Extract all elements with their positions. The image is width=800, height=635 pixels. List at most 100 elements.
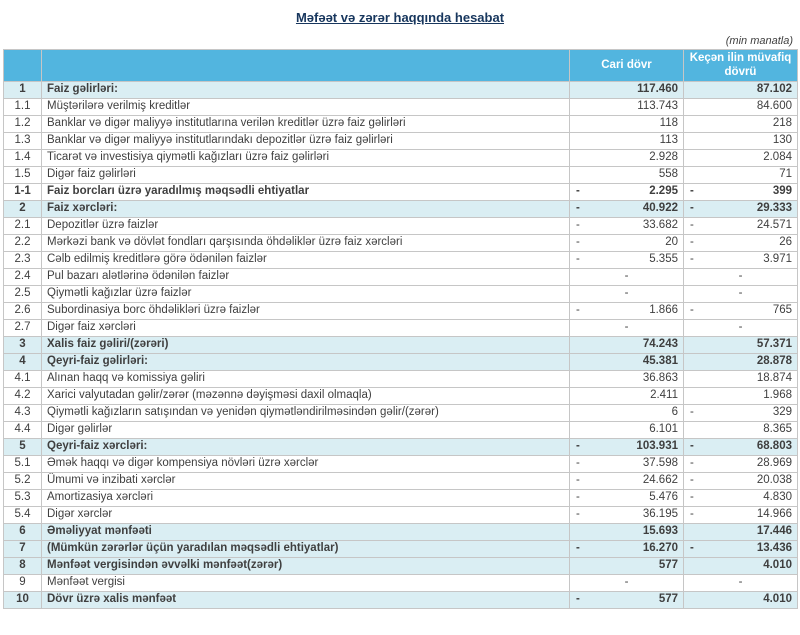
row-label: Faiz xərcləri: <box>41 200 570 218</box>
table-body: 1 Faiz gəlirləri: 117.460 87.102 1.1 Müştəril… <box>3 81 798 609</box>
minus-sign: - <box>576 202 580 214</box>
value-text: 13.436 <box>756 542 792 555</box>
table-row: 3 Xalis faiz gəliri/(zərəri) 74.243 57.371 <box>3 336 798 354</box>
value-text: 4.830 <box>763 491 792 504</box>
value-previous-period: - 24.571 <box>683 217 798 235</box>
row-number: 2.1 <box>3 217 42 235</box>
table-row: 6 Əməliyyat mənfəəti 15.693 17.446 <box>3 523 798 541</box>
row-number: 9 <box>3 574 42 592</box>
row-label: Digər xərclər <box>41 506 570 524</box>
value-previous-period: 8.365 <box>683 421 798 439</box>
row-number: 5.1 <box>3 455 42 473</box>
header-label-cell <box>41 49 570 82</box>
value-previous-period: 4.010 <box>683 557 798 575</box>
minus-sign: - <box>690 236 694 248</box>
value-text: 1.866 <box>649 304 678 317</box>
value-text: 113.743 <box>637 100 678 113</box>
value-text: 558 <box>658 168 678 181</box>
row-number: 2.6 <box>3 302 42 320</box>
value-previous-period: 84.600 <box>683 98 798 116</box>
row-label: Qeyri-faiz gəlirləri: <box>41 353 570 371</box>
value-previous-period: 71 <box>683 166 798 184</box>
header-current-period: Cari dövr <box>569 49 684 82</box>
table-row: 1.1 Müştərilərə verilmiş kreditlər 113.743… <box>3 98 798 116</box>
row-label: Əmək haqqı və digər kompensiya növləri ü… <box>41 455 570 473</box>
value-previous-period: - 20.038 <box>683 472 798 490</box>
table-row: 5.4 Digər xərclər -36.195- 14.966 <box>3 506 798 524</box>
value-text: 68.803 <box>756 440 792 453</box>
value-previous-period: 87.102 <box>683 81 798 99</box>
row-number: 5.3 <box>3 489 42 507</box>
value-previous-period: - 765 <box>683 302 798 320</box>
report-title: Məfəət və zərər haqqında hesabat <box>295 10 505 25</box>
table-row: 7 (Mümkün zərərlər üçün yaradılan məqsədl… <box>3 540 798 558</box>
value-text: 113 <box>659 134 678 147</box>
value-previous-period: - 13.436 <box>683 540 798 558</box>
value-previous-period: - 68.803 <box>683 438 798 456</box>
value-text: 4.010 <box>763 559 792 572</box>
row-number: 5 <box>3 438 42 456</box>
minus-sign: - <box>690 542 694 554</box>
unit-note: (min manatla) <box>725 35 793 47</box>
value-text: 8.365 <box>763 423 792 436</box>
table-row: 2 Faiz xərcləri: -40.922-29.333 <box>3 200 798 218</box>
row-number: 1.4 <box>3 149 42 167</box>
value-previous-period: - 4.830 <box>683 489 798 507</box>
minus-sign: - <box>690 185 694 197</box>
value-text: 2.928 <box>649 151 678 164</box>
value-text: 218 <box>772 117 792 130</box>
row-label: Cəlb edilmiş kreditlərə görə ödənilən fa… <box>41 251 570 269</box>
table-row: 1.4 Ticarət və investisiya qiymətli kağız… <box>3 149 798 167</box>
row-number: 4 <box>3 353 42 371</box>
value-text: 6.101 <box>649 423 678 436</box>
value-text: 36.195 <box>642 508 678 521</box>
table-row: 5 Qeyri-faiz xərcləri: -103.931-68.803 <box>3 438 798 456</box>
value-text: 4.010 <box>763 593 792 606</box>
minus-sign: - <box>576 593 580 605</box>
value-text: 3.971 <box>763 253 792 266</box>
value-text: 103.931 <box>636 440 678 453</box>
value-current-period: 117.460 <box>569 81 684 99</box>
value-current-period: - <box>569 268 684 286</box>
value-current-period: - 103.931 <box>569 438 684 456</box>
minus-sign: - <box>690 474 694 486</box>
table-row: 4.3 Qiymətli kağızların satışından və yen… <box>3 404 798 422</box>
value-text: 399 <box>772 185 792 198</box>
table-row: 4.2 Xarici valyutadan gəlir/zərər (məzənn… <box>3 387 798 405</box>
value-current-period: 558 <box>569 166 684 184</box>
row-label: Alınan haqq və komissiya gəliri <box>41 370 570 388</box>
value-text: 40.922 <box>642 202 678 215</box>
value-text: 14.966 <box>756 508 792 521</box>
minus-sign: - <box>576 253 580 265</box>
table-row: 2.6 Subordinasiya borc öhdəlikləri üzrə f… <box>3 302 798 320</box>
row-number: 2.7 <box>3 319 42 337</box>
value-previous-period: 1.968 <box>683 387 798 405</box>
value-current-period: 15.693 <box>569 523 684 541</box>
minus-sign: - <box>690 508 694 520</box>
minus-sign: - <box>690 219 694 231</box>
value-text: 24.571 <box>756 219 792 232</box>
minus-sign: - <box>576 491 580 503</box>
row-number: 1.2 <box>3 115 42 133</box>
row-number: 2.2 <box>3 234 42 252</box>
row-number: 6 <box>3 523 42 541</box>
value-current-period: - <box>569 574 684 592</box>
row-number: 1.1 <box>3 98 42 116</box>
table-row: 1.2 Banklar və digər maliyyə institutları… <box>3 115 798 133</box>
table-header: Cari dövr Keçən ilin müvafiq dövrü <box>3 49 798 82</box>
row-number: 5.4 <box>3 506 42 524</box>
table-row: 4.4 Digər gəlirlər 6.101 8.365 <box>3 421 798 439</box>
table-row: 2.5 Qiymətli kağızlar üzrə faizlər - - <box>3 285 798 303</box>
value-current-period: - 36.195 <box>569 506 684 524</box>
table-row: 4 Qeyri-faiz gəlirləri: 45.381 28.878 <box>3 353 798 371</box>
value-text: 2.295 <box>649 185 678 198</box>
value-current-period: - 1.866 <box>569 302 684 320</box>
value-text: 87.102 <box>756 83 792 96</box>
minus-sign: - <box>690 457 694 469</box>
value-text: 28.878 <box>756 355 792 368</box>
row-number: 4.1 <box>3 370 42 388</box>
row-label: Xarici valyutadan gəlir/zərər (məzənnə d… <box>41 387 570 405</box>
row-label: Ümumi və inzibati xərclər <box>41 472 570 490</box>
value-text: 57.371 <box>756 338 792 351</box>
row-label: Dövr üzrə xalis mənfəət <box>41 591 570 609</box>
